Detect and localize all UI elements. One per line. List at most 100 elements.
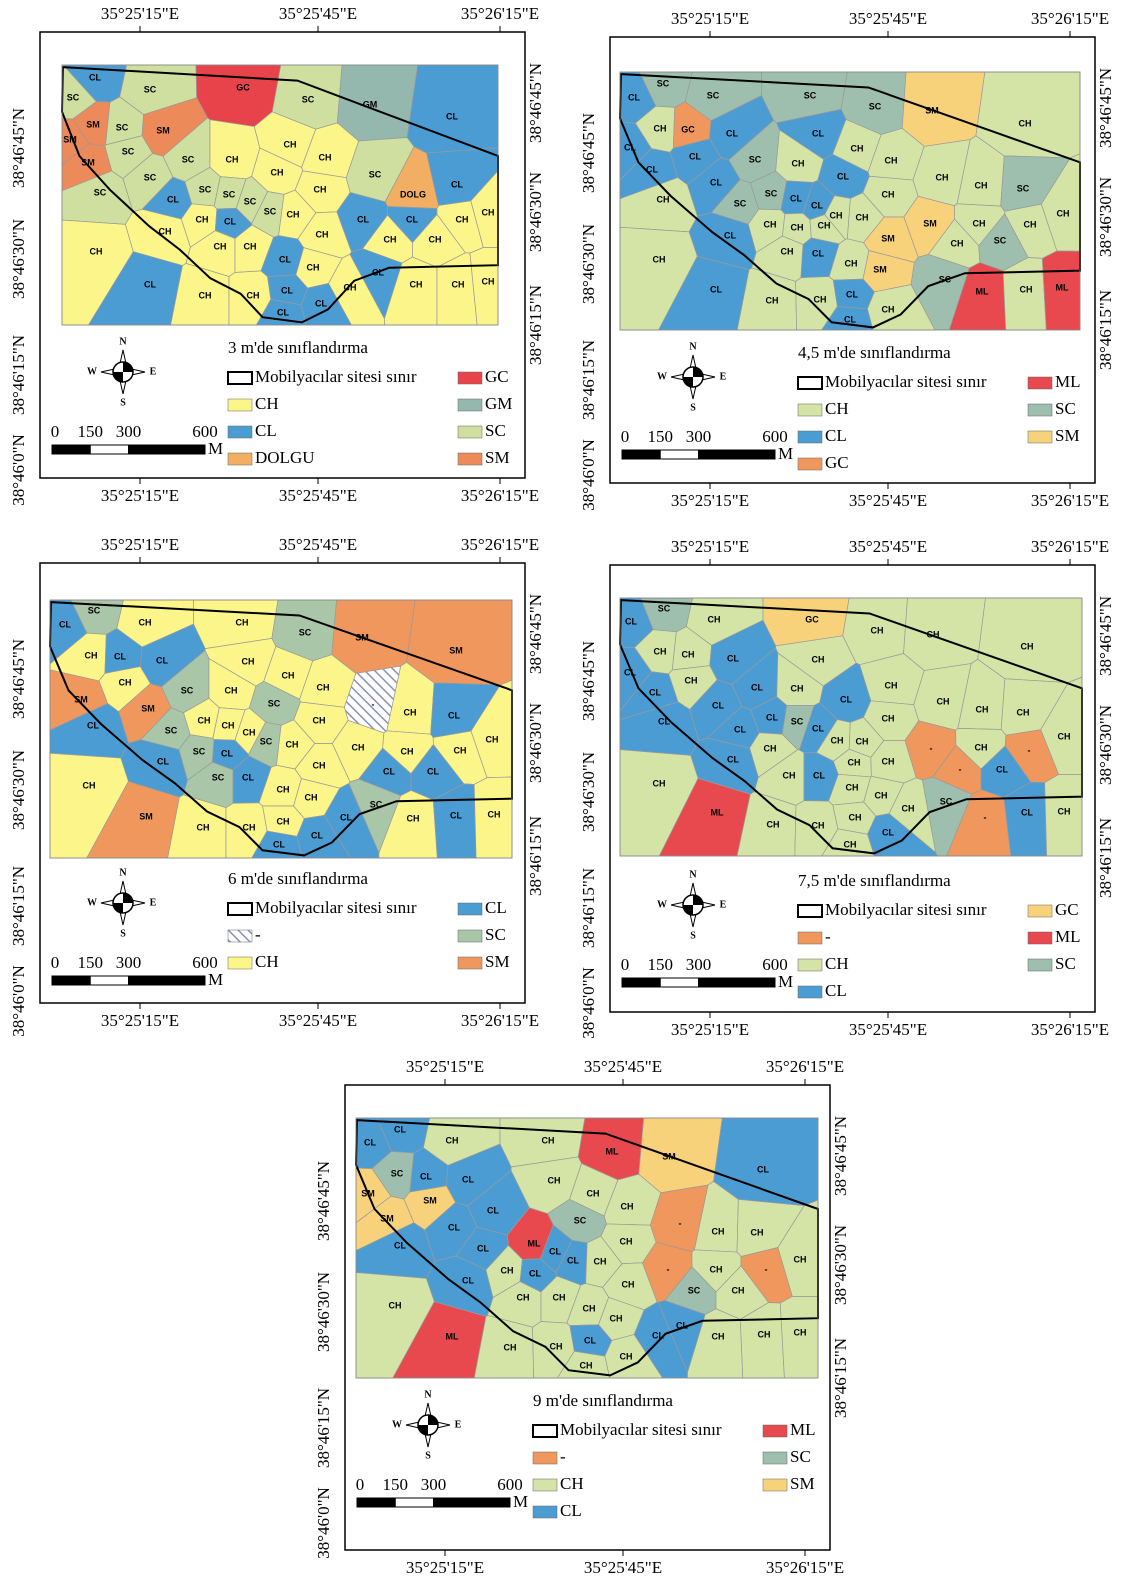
cell-label: SC [939,274,952,284]
cell-label: SC [299,627,312,637]
cell-label: CH [454,745,467,755]
cell-label: CH [758,1329,771,1339]
longitude-label: 35°25'45"E [279,1011,357,1030]
cell-label: CL [156,655,168,665]
longitude-label: 35°25'45"E [279,535,357,554]
legend-swatch [798,959,822,971]
legend-label: GC [825,453,849,472]
cell-label: CH [482,276,495,286]
latitude-label: 38°46'45"N [579,641,598,721]
cell-label: CH [277,784,290,794]
legend-swatch [798,404,822,416]
cell-label: SM [141,703,155,713]
cell-label: SC [940,796,953,806]
legend-swatch [763,1479,787,1491]
cell-label: SC [144,172,157,182]
latitude-label: 38°46'45"N [314,1161,333,1241]
cell-label: CL [751,682,763,692]
cell-label: SC [122,146,135,156]
compass-letter: N [689,869,697,880]
scale-segment [52,976,90,985]
cell-label: CH [550,1341,563,1351]
cell-label: CH [682,649,695,659]
cell-label: CL [315,298,327,308]
legend-swatch [798,986,822,998]
cell-label: CH [654,123,667,133]
cell-label: CH [244,241,257,251]
cell-label: CH [792,158,805,168]
legend-swatch [228,957,252,969]
cell-label: CL [357,214,369,224]
legend-label: Mobilyacılar sitesi sınır [560,1420,722,1439]
soil-cell [639,1118,723,1193]
legend-swatch [1028,959,1052,971]
longitude-label: 35°25'15"E [671,9,749,28]
cell-label: CL [462,1174,474,1184]
legend-swatch [458,372,482,384]
cell-label: CL [734,724,746,734]
cell-label: SC [391,1168,404,1178]
cell-label: CH [781,246,794,256]
cell-label: CL [450,810,462,820]
scale-tick-label: 150 [648,427,674,446]
latitude-label: 38°46'15"N [831,1338,850,1418]
cell-label: CH [1020,284,1033,294]
compass-letter: S [120,928,126,939]
scale-segment [699,450,776,459]
cell-label: CL [144,279,156,289]
cell-label: CL [451,179,463,189]
cell-label: CH [951,238,964,248]
cell-label: CL [157,756,169,766]
legend-swatch [533,1479,557,1491]
soil-cell [337,65,417,141]
cell-label: CH [973,218,986,228]
cell-label: CH [1017,707,1030,717]
cell-label: CH [1024,219,1037,229]
cell-label: CH [542,1135,555,1145]
scale-unit: M [778,444,793,463]
cell-label: CH [1057,208,1070,218]
longitude-label: 35°26'15"E [461,1011,539,1030]
legend-swatch [798,431,822,443]
cell-label: CH [1019,118,1032,128]
longitude-label: 35°25'45"E [279,4,357,23]
cell-label: CL [221,748,233,758]
map-panel: 35°25'15"E35°25'15"E35°25'45"E35°25'45"E… [579,9,1115,511]
cell-label: SM [74,694,88,704]
latitude-label: 38°46'0"N [579,967,598,1039]
cell-label: SC [749,154,762,164]
cell-label: CL [584,1335,596,1345]
compass-letter: E [720,371,727,382]
cell-label: CL [658,716,670,726]
scale-segment [90,445,128,454]
cell-label: CL [676,1320,688,1330]
cell-label: CH [976,704,989,714]
cell-label: CH [90,246,103,256]
compass-letter: W [87,366,97,377]
scale-segment [395,1498,433,1507]
scale-segment [434,1498,511,1507]
legend-swatch [1028,377,1052,389]
longitude-label: 35°26'15"E [1031,9,1109,28]
cell-label: CH [767,819,780,829]
cell-label: SM [449,645,463,655]
legend-swatch [763,1452,787,1464]
legend-label: ML [1055,927,1081,946]
latitude-label: 38°46'15"N [579,340,598,420]
cell-label: CH [791,222,804,232]
cell-label: CH [794,1327,807,1337]
longitude-label: 35°25'15"E [406,1558,484,1577]
cell-label: CH [882,304,895,314]
latitude-label: 38°46'15"N [1096,818,1115,898]
cell-label: CL [844,314,856,324]
cell-label: CH [875,790,888,800]
legend-label: ML [1055,372,1081,391]
longitude-label: 35°25'45"E [849,1020,927,1039]
cell-label: CH [751,1227,764,1237]
cell-label: CL [757,1164,769,1174]
cell-label: CH [685,675,698,685]
cell-label: CH [226,154,239,164]
panel-title: 4,5 m'de sınıflandırma [798,343,951,362]
cell-label: GC [236,82,250,92]
latitude-label: 38°46'30"N [526,172,545,252]
